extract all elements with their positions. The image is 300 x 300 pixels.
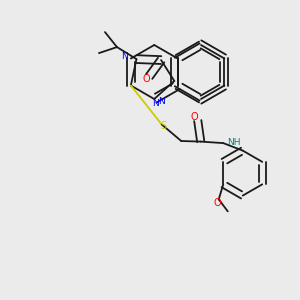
Text: N: N — [158, 97, 165, 106]
Text: NH: NH — [227, 138, 240, 147]
Text: O: O — [143, 74, 151, 84]
Text: O: O — [213, 198, 221, 208]
Text: N: N — [152, 99, 159, 108]
Text: S: S — [160, 121, 166, 131]
Text: N: N — [121, 52, 128, 62]
Text: O: O — [191, 112, 199, 122]
